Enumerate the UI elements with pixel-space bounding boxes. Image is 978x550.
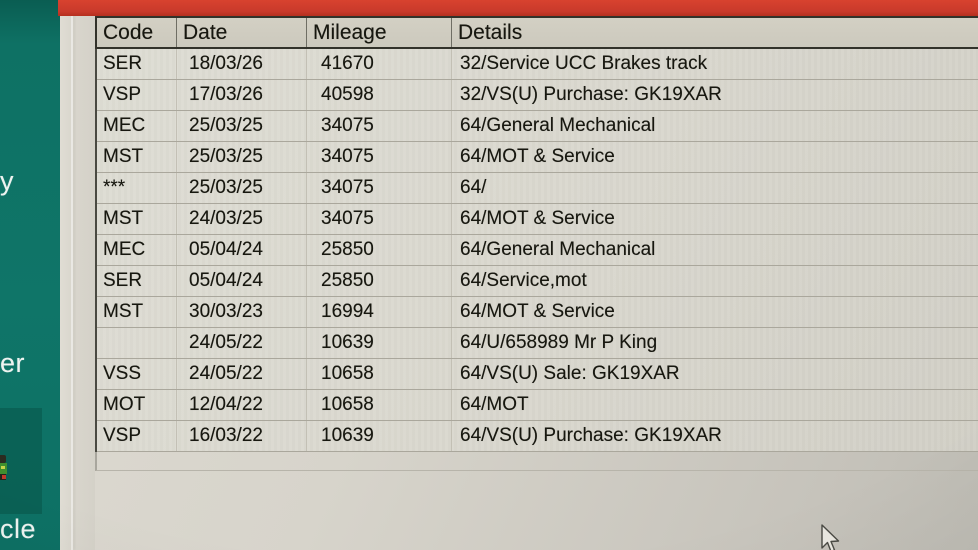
cell-mileage: 34075 xyxy=(307,142,452,172)
cell-date: 24/05/22 xyxy=(177,359,307,389)
cell-details: 64/MOT xyxy=(460,394,529,415)
cell-details: 64/VS(U) Sale: GK19XAR xyxy=(460,363,680,384)
window-left-edge xyxy=(60,0,95,550)
cell-mileage: 34075 xyxy=(307,173,452,203)
cell-code: VSP xyxy=(97,421,177,451)
cell-date: 05/04/24 xyxy=(177,266,307,296)
history-table: Code Date Mileage Details SER 18/03/26 4… xyxy=(95,16,978,471)
table-empty-row xyxy=(95,452,978,471)
cell-date: 12/04/22 xyxy=(177,390,307,420)
cell-date: 25/03/25 xyxy=(177,111,307,141)
cell-mileage: 10639 xyxy=(307,328,452,358)
cell-details: 32/Service UCC Brakes track xyxy=(460,53,708,74)
table-header-row: Code Date Mileage Details xyxy=(95,16,978,49)
cell-details: 64/U/658989 Mr P King xyxy=(460,332,658,353)
cell-details: 64/General Mechanical xyxy=(460,115,656,136)
cell-code: MEC xyxy=(97,235,177,265)
table-row[interactable]: 24/05/22 10639 64/U/658989 Mr P King xyxy=(97,328,978,359)
title-bar xyxy=(58,0,978,16)
table-row[interactable]: MOT 12/04/22 10658 64/MOT xyxy=(97,390,978,421)
cell-mileage: 40598 xyxy=(307,80,452,110)
cell-mileage: 41670 xyxy=(307,49,452,79)
cell-code: MST xyxy=(97,142,177,172)
cell-details: 64/MOT & Service xyxy=(460,146,615,167)
window-edge-groove xyxy=(71,0,73,550)
cell-date: 30/03/23 xyxy=(177,297,307,327)
cell-mileage: 25850 xyxy=(307,235,452,265)
cell-details: 64/ xyxy=(460,177,487,198)
cell-details: 64/Service,mot xyxy=(460,270,587,291)
table-row[interactable]: VSS 24/05/22 10658 64/VS(U) Sale: GK19XA… xyxy=(97,359,978,390)
cell-date: 25/03/25 xyxy=(177,142,307,172)
cell-mileage: 10658 xyxy=(307,359,452,389)
cell-code: MST xyxy=(97,204,177,234)
table-row[interactable]: MST 30/03/23 16994 64/MOT & Service xyxy=(97,297,978,328)
cell-details: 32/VS(U) Purchase: GK19XAR xyxy=(460,84,722,105)
cell-code: VSS xyxy=(97,359,177,389)
sidebar-item-partial-1[interactable]: y xyxy=(0,166,14,196)
cell-code xyxy=(97,328,177,358)
table-row[interactable]: *** 25/03/25 34075 64/ xyxy=(97,173,978,204)
cell-code: MOT xyxy=(97,390,177,420)
sidebar-item-partial-2[interactable]: er xyxy=(0,348,26,378)
table-body: SER 18/03/26 41670 32/Service UCC Brakes… xyxy=(95,49,978,452)
cell-details: 64/MOT & Service xyxy=(460,301,615,322)
cell-code: VSP xyxy=(97,80,177,110)
cell-date: 24/03/25 xyxy=(177,204,307,234)
cell-date: 05/04/24 xyxy=(177,235,307,265)
cell-code: MEC xyxy=(97,111,177,141)
cell-date: 17/03/26 xyxy=(177,80,307,110)
cell-details: 64/VS(U) Purchase: GK19XAR xyxy=(460,425,722,446)
cell-details: 64/MOT & Service xyxy=(460,208,615,229)
sidebar: y er cle xyxy=(0,0,60,550)
table-row[interactable]: MST 24/03/25 34075 64/MOT & Service xyxy=(97,204,978,235)
cell-code: SER xyxy=(97,266,177,296)
column-header-mileage: Mileage xyxy=(307,18,452,47)
table-row[interactable]: VSP 17/03/26 40598 32/VS(U) Purchase: GK… xyxy=(97,80,978,111)
sidebar-item-partial-3[interactable]: cle xyxy=(0,514,37,544)
cell-date: 25/03/25 xyxy=(177,173,307,203)
sidebar-selected-item[interactable] xyxy=(0,408,42,514)
cell-date: 24/05/22 xyxy=(177,328,307,358)
cell-code: *** xyxy=(97,173,177,203)
column-header-date: Date xyxy=(177,18,307,47)
cell-code: MST xyxy=(97,297,177,327)
table-row[interactable]: MEC 05/04/24 25850 64/General Mechanical xyxy=(97,235,978,266)
cell-mileage: 10658 xyxy=(307,390,452,420)
cell-date: 18/03/26 xyxy=(177,49,307,79)
cell-mileage: 10639 xyxy=(307,421,452,451)
column-header-code: Code xyxy=(97,18,177,47)
cell-mileage: 34075 xyxy=(307,111,452,141)
table-row[interactable]: SER 05/04/24 25850 64/Service,mot xyxy=(97,266,978,297)
table-row[interactable]: SER 18/03/26 41670 32/Service UCC Brakes… xyxy=(97,49,978,80)
cell-details: 64/General Mechanical xyxy=(460,239,656,260)
cell-mileage: 16994 xyxy=(307,297,452,327)
cell-mileage: 34075 xyxy=(307,204,452,234)
column-header-details: Details xyxy=(458,21,523,44)
cell-mileage: 25850 xyxy=(307,266,452,296)
cell-date: 16/03/22 xyxy=(177,421,307,451)
table-row[interactable]: MEC 25/03/25 34075 64/General Mechanical xyxy=(97,111,978,142)
table-row[interactable]: MST 25/03/25 34075 64/MOT & Service xyxy=(97,142,978,173)
mouse-cursor xyxy=(818,524,842,550)
cell-code: SER xyxy=(97,49,177,79)
table-row[interactable]: VSP 16/03/22 10639 64/VS(U) Purchase: GK… xyxy=(97,421,978,452)
sidebar-item-icon xyxy=(0,454,9,482)
